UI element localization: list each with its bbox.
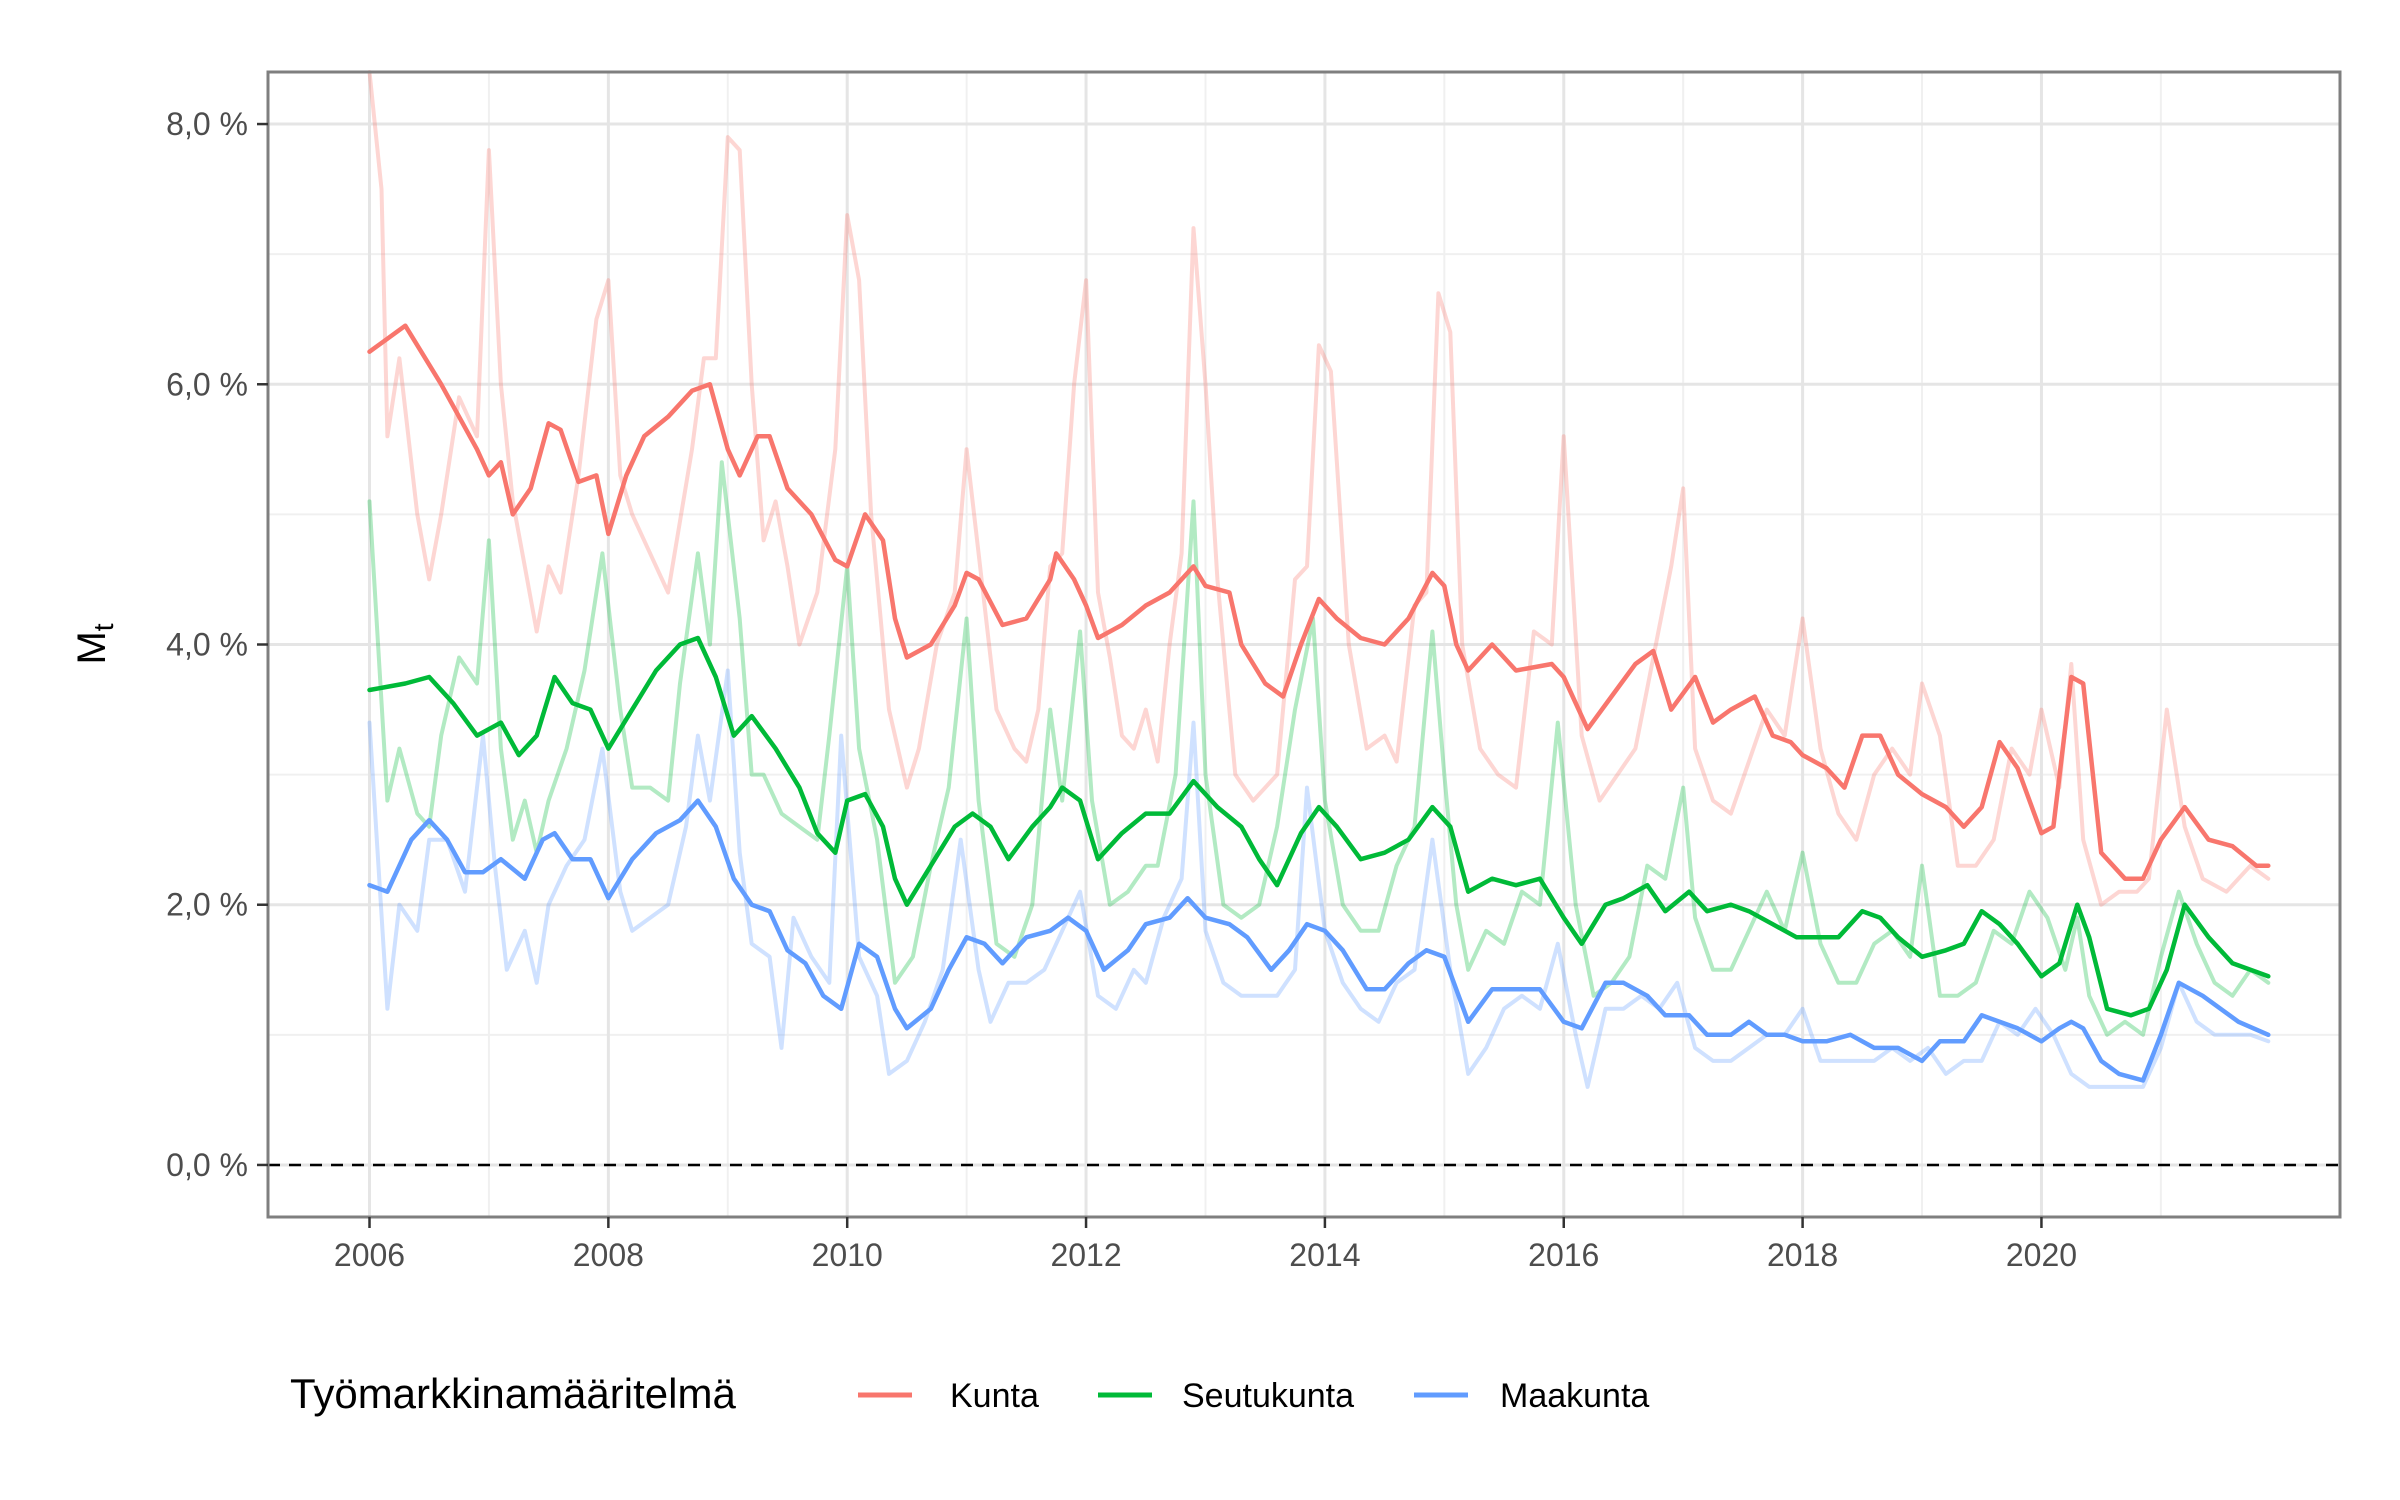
legend: Työmarkkinamääritelmä Kunta Seutukunta M… [290, 1370, 1649, 1417]
grid-lines [268, 72, 2340, 1217]
y-tick-label: 8,0 % [166, 106, 248, 142]
x-tick-label: 2012 [1050, 1237, 1121, 1273]
y-tick-label: 4,0 % [166, 627, 248, 663]
y-tick-label: 6,0 % [166, 366, 248, 402]
x-tick-label: 2018 [1767, 1237, 1838, 1273]
y-tick-label: 2,0 % [166, 887, 248, 923]
x-tick-label: 2010 [812, 1237, 883, 1273]
legend-title: Työmarkkinamääritelmä [290, 1370, 736, 1417]
legend-label-maakunta: Maakunta [1500, 1377, 1649, 1415]
x-tick-label: 2016 [1528, 1237, 1599, 1273]
y-axis-title-subscript: t [88, 623, 119, 631]
trend-line-kunta [367, 323, 2271, 881]
trend-line-maakunta [367, 798, 2271, 1083]
y-axis-title-main: M [70, 631, 114, 664]
raw-line-kunta [367, 70, 2271, 907]
trend-line-seutukunta [367, 635, 2271, 1018]
x-tick-label: 2008 [573, 1237, 644, 1273]
legend-label-kunta: Kunta [950, 1377, 1039, 1415]
y-tick-label: 0,0 % [166, 1147, 248, 1183]
axis-ticks: 2006 2008 2010 2012 2014 2016 2018 2020 0,0 % 2,0… [166, 106, 2077, 1273]
legend-label-seutukunta: Seutukunta [1182, 1377, 1354, 1415]
x-tick-label: 2020 [2006, 1237, 2077, 1273]
trend-series-lines [367, 323, 2271, 1083]
x-tick-label: 2014 [1289, 1237, 1360, 1273]
x-tick-label: 2006 [334, 1237, 405, 1273]
y-axis-title: Mt [70, 623, 119, 664]
